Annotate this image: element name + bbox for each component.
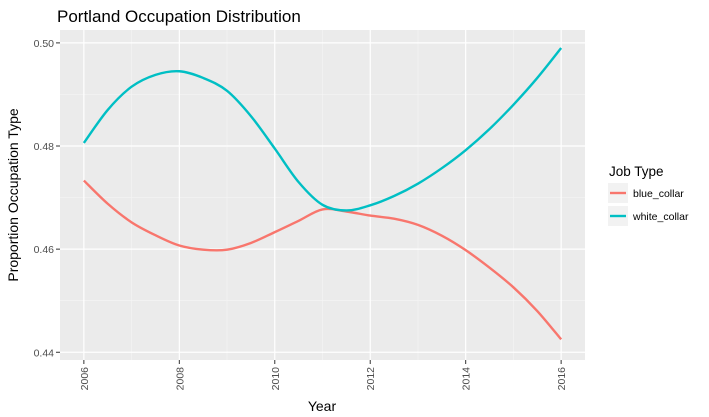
y-axis-title: Proportion Occupation Type (5, 108, 21, 282)
legend-label: blue_collar (633, 188, 684, 200)
y-tick-label: 0.46 (34, 244, 55, 256)
grid-minor (60, 30, 585, 360)
legend-title: Job Type (609, 164, 664, 179)
chart-title: Portland Occupation Distribution (57, 7, 301, 26)
y-tick-label: 0.50 (34, 38, 55, 50)
x-tick-label: 2006 (79, 367, 91, 391)
series-line-white-collar (82, 47, 563, 212)
x-tick-label: 2012 (365, 367, 377, 391)
x-tick-label: 2014 (461, 367, 473, 391)
legend-label: white_collar (632, 211, 689, 223)
grid-major (60, 30, 585, 360)
legend-item-white-collar: white_collar (608, 206, 689, 226)
series-lines (82, 47, 563, 341)
y-tick-label: 0.48 (34, 141, 55, 153)
x-axis: 2006 2008 2010 2012 2014 2016 (79, 360, 568, 390)
legend-item-blue-collar: blue_collar (608, 183, 684, 203)
series-line-blue-collar (83, 179, 563, 341)
y-tick-label: 0.44 (34, 347, 55, 359)
y-axis: 0.44 0.46 0.48 0.50 (34, 38, 60, 359)
legend: Job Type blue_collar white_collar (608, 164, 689, 226)
x-axis-title: Year (308, 398, 337, 414)
x-tick-label: 2016 (556, 367, 568, 391)
x-tick-label: 2008 (174, 367, 186, 391)
legend-items: blue_collar white_collar (608, 183, 689, 226)
x-tick-label: 2010 (270, 367, 282, 391)
